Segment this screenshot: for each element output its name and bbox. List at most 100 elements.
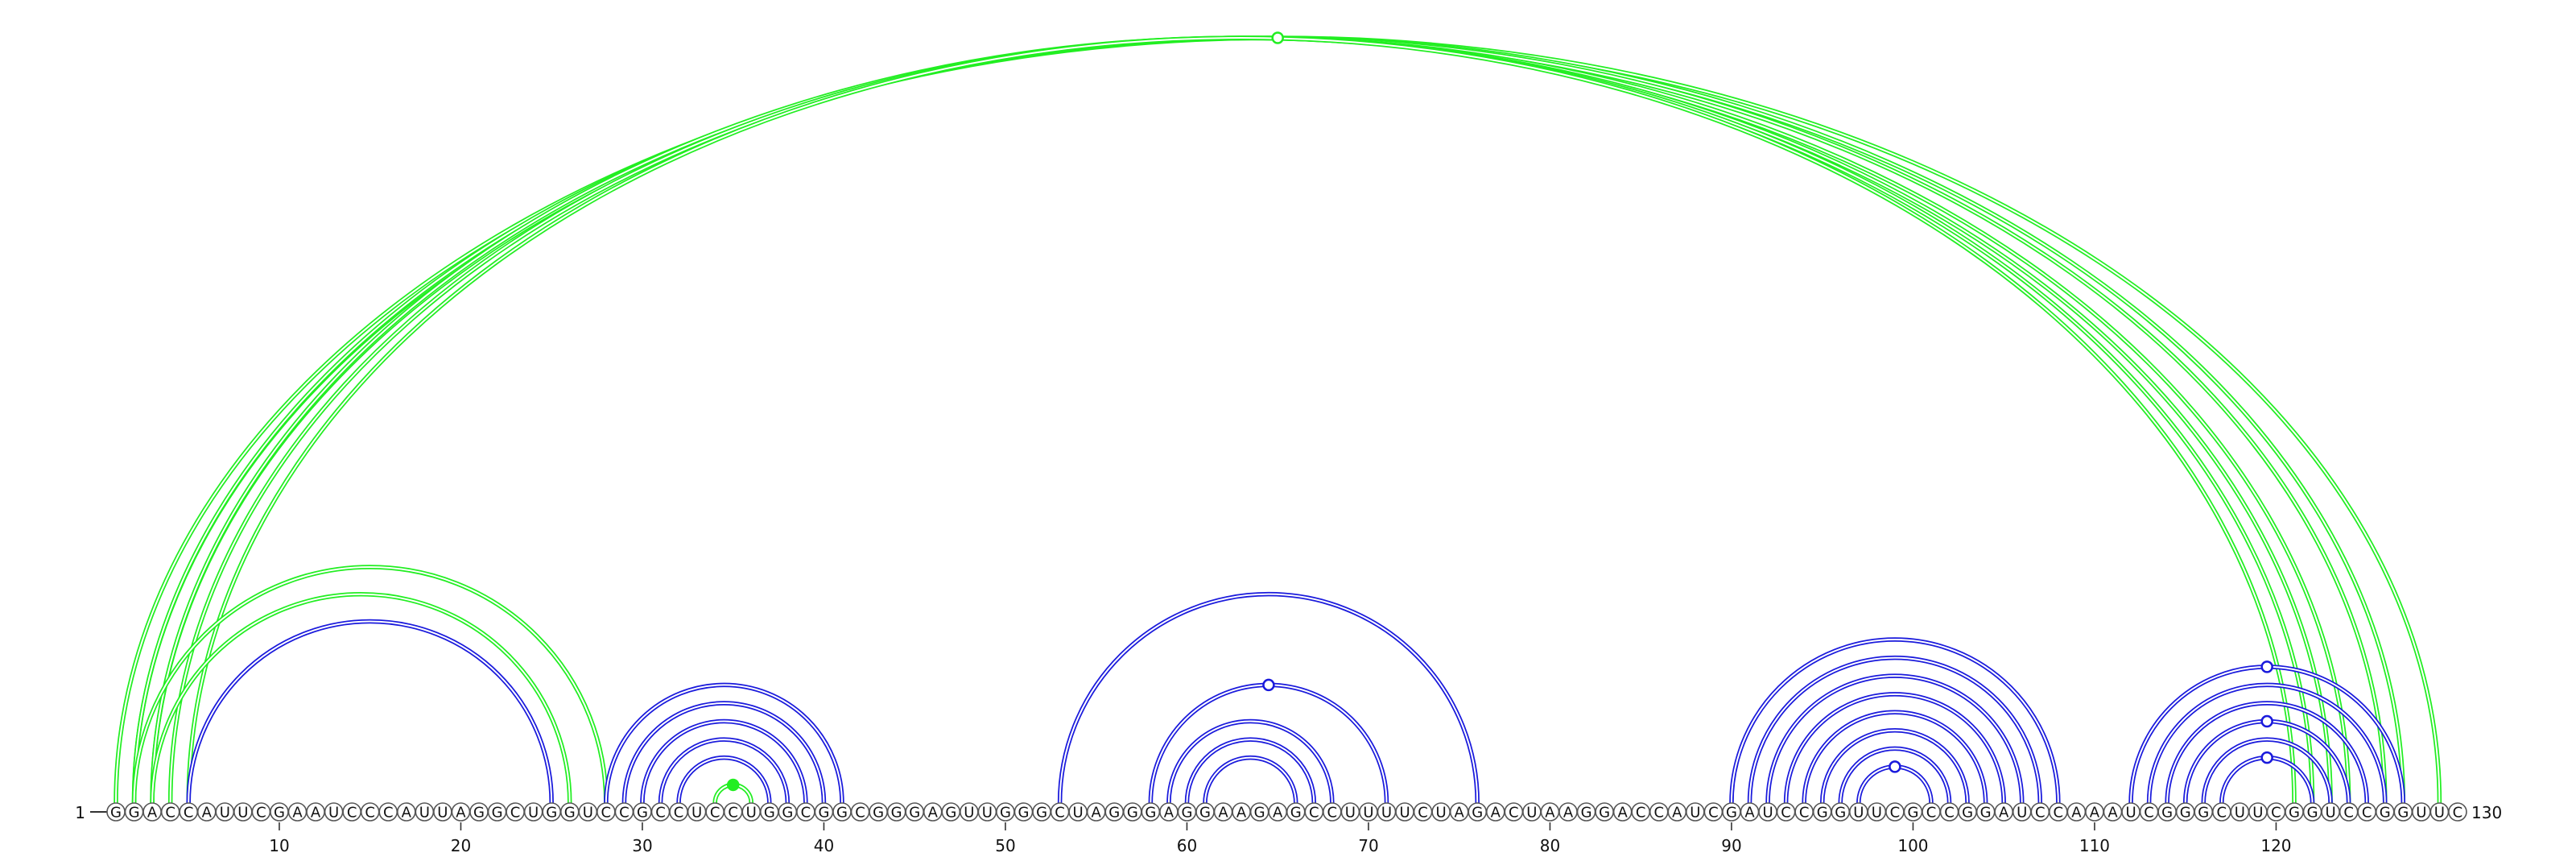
svg-text:A: A xyxy=(2107,805,2118,822)
nucleotide: A xyxy=(1994,802,2013,822)
nucleotide: U xyxy=(523,802,543,822)
svg-text:110: 110 xyxy=(2079,836,2110,855)
nucleotide: G xyxy=(2302,802,2322,822)
nucleotide: U xyxy=(233,802,253,822)
nucleotide: C xyxy=(2266,802,2286,822)
blue-arc-90-108 xyxy=(1729,637,2061,804)
svg-text:G: G xyxy=(836,805,848,822)
svg-text:U: U xyxy=(2017,805,2027,822)
svg-text:C: C xyxy=(2453,805,2463,822)
svg-text:U: U xyxy=(1345,805,1356,822)
svg-text:C: C xyxy=(1418,805,1428,822)
svg-text:90: 90 xyxy=(1721,836,1741,855)
tick-110: 110 xyxy=(2079,822,2110,855)
svg-text:G: G xyxy=(1254,805,1265,822)
svg-text:40: 40 xyxy=(814,836,834,855)
nucleotide: U xyxy=(578,802,598,822)
nucleotide: G xyxy=(2393,802,2413,822)
svg-text:20: 20 xyxy=(451,836,471,855)
nucleotide: A xyxy=(142,802,162,822)
svg-text:C: C xyxy=(619,805,630,822)
nucleotide: C xyxy=(705,802,724,822)
svg-text:U: U xyxy=(2326,805,2336,822)
svg-text:U: U xyxy=(2434,805,2445,822)
nucleotide: G xyxy=(633,802,652,822)
svg-text:C: C xyxy=(347,805,357,822)
nucleotide: C xyxy=(506,802,525,822)
svg-text:U: U xyxy=(583,805,593,822)
nucleotide: U xyxy=(1359,802,1378,822)
nucleotide: G xyxy=(1576,802,1596,822)
svg-text:G: G xyxy=(1581,805,1592,822)
nucleotide: C xyxy=(2212,802,2231,822)
svg-text:C: C xyxy=(383,805,394,822)
tick-30: 30 xyxy=(632,822,653,855)
svg-text:G: G xyxy=(2289,805,2300,822)
nucleotide: U xyxy=(960,802,979,822)
svg-text:A: A xyxy=(1164,805,1174,822)
svg-text:G: G xyxy=(129,805,140,822)
svg-text:A: A xyxy=(1617,805,1628,822)
nucleotide: G xyxy=(2175,802,2195,822)
nucleotide: U xyxy=(1431,802,1451,822)
nucleotide: A xyxy=(2066,802,2087,822)
nucleotide: C xyxy=(1631,802,1650,822)
svg-text:A: A xyxy=(1236,805,1247,822)
blue-arc-91-107 xyxy=(1747,655,2043,804)
blue-arc-113-126 xyxy=(2146,682,2388,804)
svg-text:G: G xyxy=(1980,805,1992,822)
nucleotide: C xyxy=(614,802,634,822)
svg-text:C: C xyxy=(1309,805,1319,822)
svg-text:U: U xyxy=(2125,805,2136,822)
svg-text:C: C xyxy=(165,805,175,822)
svg-text:U: U xyxy=(1762,805,1773,822)
nucleotide: C xyxy=(1703,802,1724,822)
blue-arc-94-104 xyxy=(1802,710,1988,804)
nucleotide: U xyxy=(687,802,707,822)
nucleotide: C xyxy=(1776,802,1796,822)
nucleotide: C xyxy=(2049,802,2068,822)
tick-100: 100 xyxy=(1897,822,1929,855)
nucleotide: U xyxy=(741,802,762,822)
nucleotide: U xyxy=(215,802,235,822)
svg-text:A: A xyxy=(1218,805,1228,822)
blue-arc-59-68 xyxy=(1166,718,1335,804)
nucleotide: C xyxy=(723,802,743,822)
svg-text:A: A xyxy=(456,805,466,822)
blue-arc-92-106 xyxy=(1765,673,2025,804)
svg-text:A: A xyxy=(928,805,939,822)
nucleotide: A xyxy=(2103,802,2123,822)
svg-text:100: 100 xyxy=(1897,836,1928,855)
svg-text:C: C xyxy=(1799,805,1810,822)
nucleotide: G xyxy=(1013,802,1034,822)
nucleotide: G xyxy=(1903,802,1923,822)
svg-text:U: U xyxy=(746,805,757,822)
nucleotide: C xyxy=(342,802,361,822)
blue-arc-95-103 xyxy=(1819,728,1970,804)
green-arc-marker-34-36 xyxy=(726,778,740,792)
nucleotide: G xyxy=(1032,802,1051,822)
svg-text:U: U xyxy=(220,805,230,822)
svg-text:G: G xyxy=(1199,805,1211,822)
svg-text:C: C xyxy=(1055,805,1065,822)
svg-text:C: C xyxy=(1781,805,1791,822)
svg-text:G: G xyxy=(1907,805,1918,822)
nucleotide: A xyxy=(1667,802,1687,822)
nucleotide: G xyxy=(886,802,906,822)
nucleotide: A xyxy=(1612,802,1633,822)
nucleotide: U xyxy=(1849,802,1868,822)
nucleotide: G xyxy=(2157,802,2177,822)
svg-text:U: U xyxy=(1073,805,1084,822)
nucleotide: G xyxy=(124,802,144,822)
nucleotide: G xyxy=(270,802,289,822)
nucleotide: G xyxy=(1104,802,1125,822)
nucleotide: U xyxy=(1377,802,1397,822)
svg-text:120: 120 xyxy=(2260,836,2291,855)
svg-text:C: C xyxy=(1327,805,1338,822)
nucleotide: G xyxy=(759,802,779,822)
nucleotide: C xyxy=(1323,802,1342,822)
svg-text:U: U xyxy=(964,805,974,822)
svg-text:C: C xyxy=(1509,805,1519,822)
svg-text:C: C xyxy=(2144,805,2154,822)
svg-text:G: G xyxy=(818,805,829,822)
